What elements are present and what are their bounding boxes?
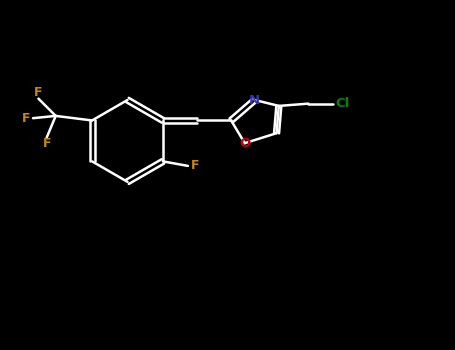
Text: F: F	[34, 86, 43, 99]
Text: Cl: Cl	[335, 97, 349, 110]
Text: F: F	[43, 137, 52, 150]
Text: F: F	[191, 159, 199, 173]
Text: N: N	[249, 93, 260, 106]
Text: O: O	[239, 137, 250, 150]
Text: F: F	[22, 112, 30, 125]
